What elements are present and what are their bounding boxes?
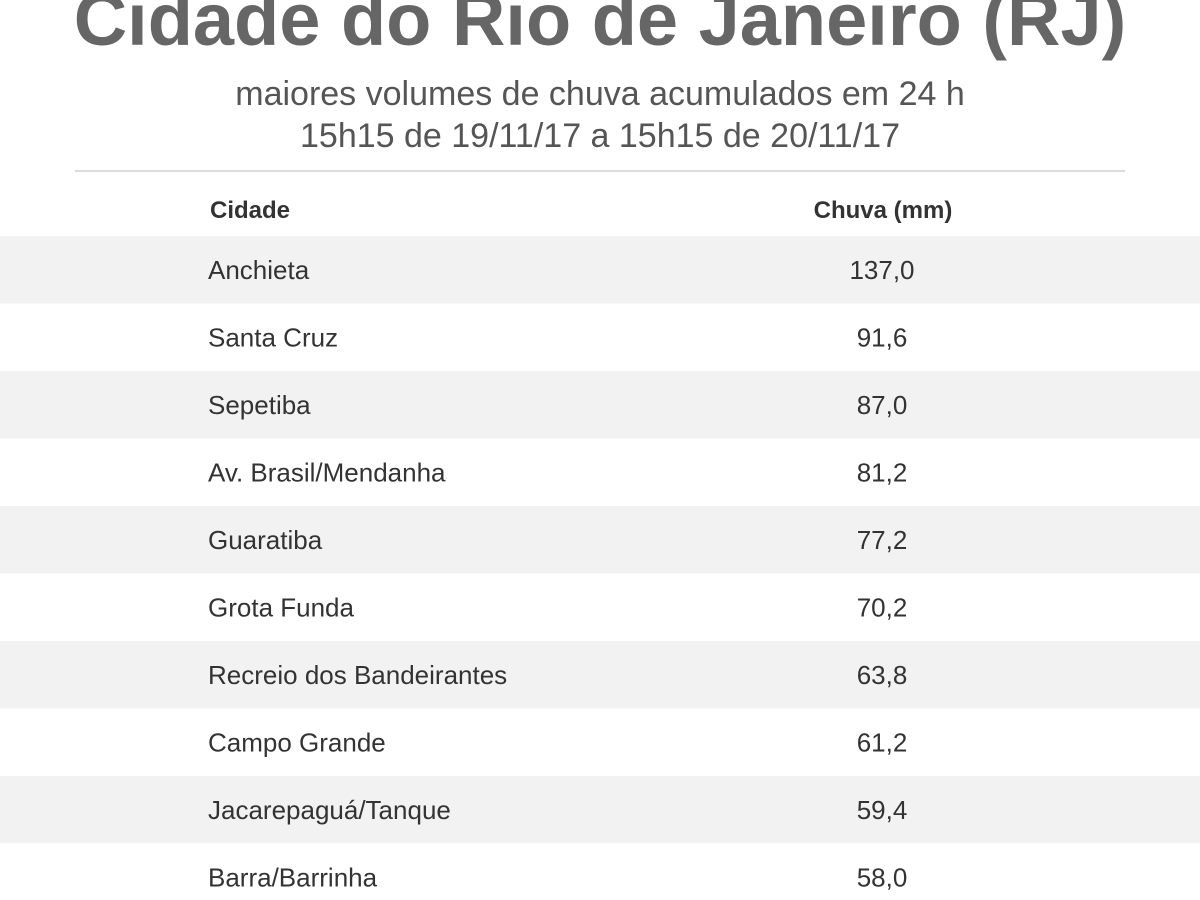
city-cell: Campo Grande xyxy=(208,727,386,757)
row-background xyxy=(0,371,1200,439)
subtitle: maiores volumes de chuva acumulados em 2… xyxy=(235,75,965,113)
subtitle: 15h15 de 19/11/17 a 15h15 de 20/11/17 xyxy=(300,117,900,155)
rain-cell: 61,2 xyxy=(857,727,908,757)
city-cell: Barra/Barrinha xyxy=(208,862,378,892)
rain-cell: 63,8 xyxy=(857,660,908,690)
city-cell: Jacarepaguá/Tanque xyxy=(208,795,451,825)
city-cell: Santa Cruz xyxy=(208,322,338,352)
title: Cidade do Rio de Janeiro (RJ) xyxy=(74,0,1127,61)
rain-cell: 91,6 xyxy=(857,322,908,352)
rain-cell: 81,2 xyxy=(857,457,908,487)
city-cell: Recreio dos Bandeirantes xyxy=(208,660,507,690)
row-background xyxy=(0,641,1200,709)
rain-cell: 137,0 xyxy=(849,255,914,285)
city-cell: Grota Funda xyxy=(208,592,355,622)
row-background xyxy=(0,776,1200,844)
row-background xyxy=(0,506,1200,574)
rain-cell: 58,0 xyxy=(857,862,908,892)
column-header: Cidade xyxy=(210,197,290,224)
rain-cell: 87,0 xyxy=(857,390,908,420)
rain-cell: 70,2 xyxy=(857,592,908,622)
city-cell: Sepetiba xyxy=(208,390,311,420)
city-cell: Guaratiba xyxy=(208,525,323,555)
rain-cell: 59,4 xyxy=(857,795,908,825)
column-header: Chuva (mm) xyxy=(814,197,953,224)
rain-cell: 77,2 xyxy=(857,525,908,555)
city-cell: Av. Brasil/Mendanha xyxy=(208,457,446,487)
row-background xyxy=(0,236,1200,304)
city-cell: Anchieta xyxy=(208,255,310,285)
